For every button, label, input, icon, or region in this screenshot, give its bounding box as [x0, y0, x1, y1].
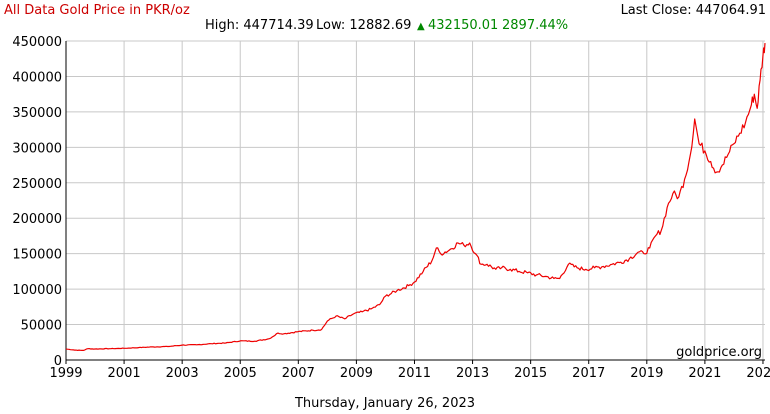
x-tick-label: 2021: [688, 366, 721, 381]
grid: [65, 40, 765, 364]
last-close-text: Last Close: 447064.91: [621, 3, 766, 18]
x-tick-label: 2023: [746, 366, 770, 381]
x-tick-label: 2013: [456, 366, 489, 381]
low-text: Low: 12882.69: [316, 18, 411, 33]
change-value-text: 432150.01: [428, 18, 498, 33]
change-percent-text: 2897.44%: [502, 18, 568, 33]
change-up-icon: ▲: [417, 21, 425, 32]
x-tick-label: 2007: [282, 366, 315, 381]
y-axis-labels: 0 50000 100000 150000 200000 250000 300000 3500…: [12, 35, 62, 369]
chart-title: All Data Gold Price in PKR/oz: [4, 3, 190, 18]
y-tick-label: 200000: [12, 212, 62, 227]
y-tick-label: 400000: [12, 70, 62, 85]
x-tick-label: 2009: [340, 366, 373, 381]
x-tick-label: 2017: [572, 366, 605, 381]
price-series-line: [65, 43, 766, 351]
y-tick-label: 0: [54, 354, 62, 369]
series-layer: [65, 43, 766, 351]
x-tick-label: 2003: [166, 366, 199, 381]
y-tick-label: 100000: [12, 283, 62, 298]
y-tick-label: 350000: [12, 106, 62, 121]
high-text: High: 447714.39: [205, 18, 314, 33]
footer-date: Thursday, January 26, 2023: [294, 396, 475, 410]
x-tick-label: 2011: [398, 366, 431, 381]
x-tick-label: 2005: [224, 366, 257, 381]
watermark: goldprice.org: [676, 345, 762, 360]
x-tick-label: 2001: [108, 366, 141, 381]
x-tick-label: 2015: [514, 366, 547, 381]
y-tick-label: 50000: [21, 319, 62, 334]
x-tick-label: 2019: [630, 366, 663, 381]
y-tick-label: 300000: [12, 141, 62, 156]
x-tick-label: 1999: [49, 366, 82, 381]
y-tick-label: 450000: [12, 35, 62, 50]
x-axis-labels: 1999 2001 2003 2005 2007 2009 2011 2013 2015 2017…: [49, 366, 770, 381]
y-tick-label: 150000: [12, 248, 62, 263]
y-tick-label: 250000: [12, 177, 62, 192]
